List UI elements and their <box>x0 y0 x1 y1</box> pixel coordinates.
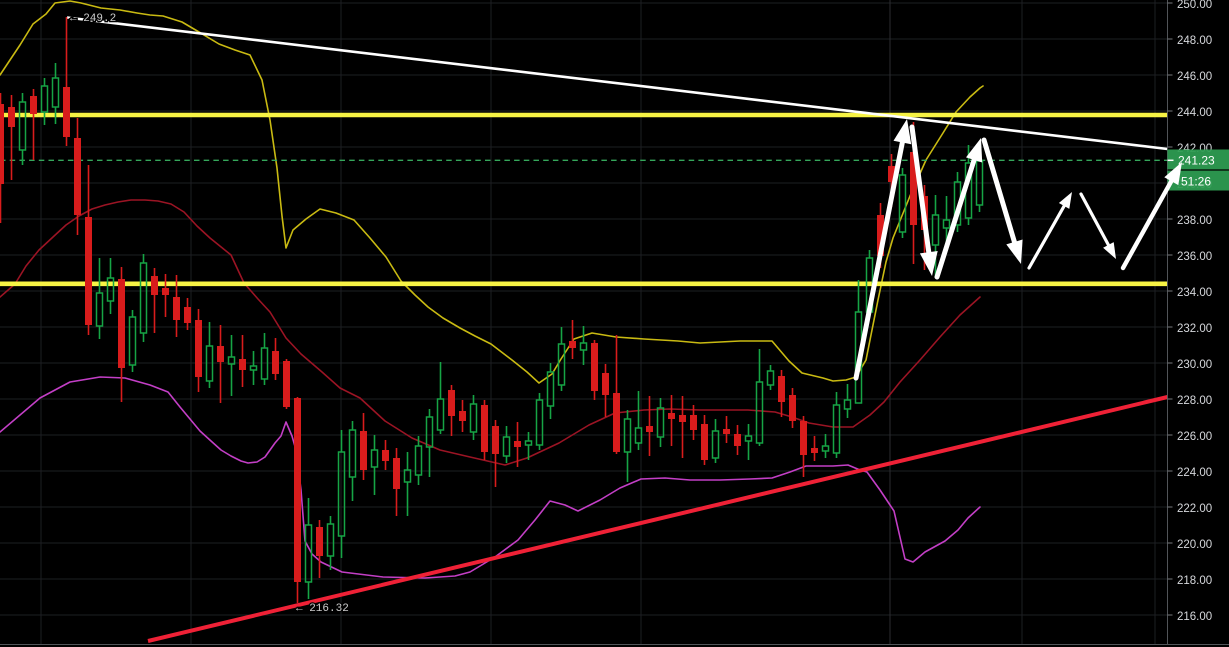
svg-text:218.00: 218.00 <box>1177 575 1212 587</box>
svg-text:230.00: 230.00 <box>1177 359 1212 371</box>
svg-text:← 249.2: ← 249.2 <box>70 13 116 25</box>
svg-text:222.00: 222.00 <box>1177 503 1212 515</box>
svg-text:241.23: 241.23 <box>1178 154 1215 168</box>
svg-text:238.00: 238.00 <box>1177 215 1212 227</box>
svg-text:246.00: 246.00 <box>1177 71 1212 83</box>
svg-text:228.00: 228.00 <box>1177 395 1212 407</box>
svg-text:220.00: 220.00 <box>1177 539 1212 551</box>
svg-text:224.00: 224.00 <box>1177 467 1212 479</box>
svg-text:← 216.32: ← 216.32 <box>296 603 349 615</box>
svg-text:244.00: 244.00 <box>1177 107 1212 119</box>
svg-text:226.00: 226.00 <box>1177 431 1212 443</box>
svg-text:250.00: 250.00 <box>1177 0 1212 11</box>
svg-text:236.00: 236.00 <box>1177 251 1212 263</box>
svg-text:248.00: 248.00 <box>1177 35 1212 47</box>
svg-text:232.00: 232.00 <box>1177 323 1212 335</box>
svg-text:51:26: 51:26 <box>1181 175 1211 189</box>
svg-text:216.00: 216.00 <box>1177 611 1212 623</box>
svg-text:234.00: 234.00 <box>1177 287 1212 299</box>
